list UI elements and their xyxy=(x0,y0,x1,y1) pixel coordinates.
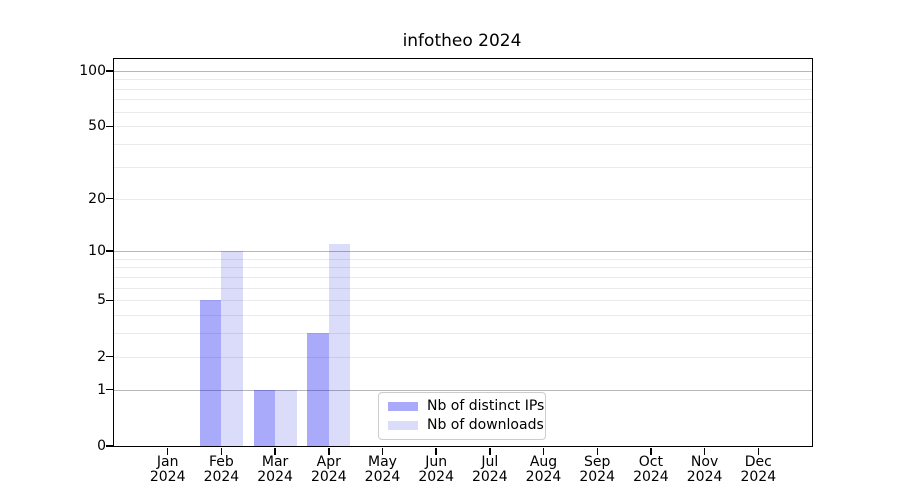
x-tick-label: Oct 2024 xyxy=(633,454,669,485)
grid-major-line xyxy=(114,251,812,253)
x-tick-label: Jul 2024 xyxy=(471,454,508,485)
grid-minor-line xyxy=(114,126,812,128)
grid-minor-line xyxy=(114,79,812,81)
x-tick-mark xyxy=(703,447,706,455)
x-tick-label: Nov 2024 xyxy=(686,454,723,485)
y-tick-mark xyxy=(105,197,113,200)
grid-major-line xyxy=(114,389,812,391)
y-tick-mark xyxy=(105,299,113,302)
x-tick-mark xyxy=(489,447,491,455)
x-tick-mark xyxy=(435,447,437,455)
bar-distinct-ips xyxy=(199,300,222,446)
x-tick-mark xyxy=(542,447,545,455)
grid-minor-line xyxy=(114,276,812,278)
grid-minor-line xyxy=(114,258,812,260)
bar-distinct-ips xyxy=(307,333,329,446)
y-tick-mark xyxy=(105,388,113,391)
x-tick-label: Sep 2024 xyxy=(579,454,615,485)
x-tick-mark xyxy=(274,447,276,455)
grid-minor-line xyxy=(114,144,812,146)
legend-item-downloads: Nb of downloads xyxy=(388,418,544,433)
y-tick-label: 2 xyxy=(97,348,106,365)
bar-downloads xyxy=(275,389,297,446)
y-tick-label: 10 xyxy=(88,243,106,260)
grid-major-line xyxy=(114,70,812,72)
x-tick-label: Mar 2024 xyxy=(257,454,293,485)
legend-label-downloads: Nb of downloads xyxy=(427,417,544,433)
legend-label-distinct-ips: Nb of distinct IPs xyxy=(427,398,545,414)
x-tick-mark xyxy=(596,447,598,455)
x-tick-label: May 2024 xyxy=(364,454,401,485)
grid-minor-line xyxy=(114,198,812,200)
bar-downloads xyxy=(221,251,243,446)
grid-minor-line xyxy=(114,356,812,358)
y-tick-label: 1 xyxy=(97,381,106,398)
x-tick-mark xyxy=(328,447,330,455)
x-tick-mark xyxy=(220,447,223,455)
y-tick-mark xyxy=(105,70,113,72)
x-tick-mark xyxy=(381,447,384,455)
grid-minor-line xyxy=(114,300,812,302)
y-tick-label: 5 xyxy=(97,292,106,309)
y-tick-mark xyxy=(105,125,113,128)
bar-downloads xyxy=(328,244,351,446)
chart-title: infotheo 2024 xyxy=(402,31,522,51)
grid-minor-line xyxy=(114,166,812,168)
x-tick-mark xyxy=(650,447,652,455)
y-tick-mark xyxy=(105,445,113,447)
x-tick-label: Dec 2024 xyxy=(740,454,777,485)
y-tick-label: 0 xyxy=(97,438,106,454)
x-tick-label: Aug 2024 xyxy=(525,454,562,485)
plot-area: Nb of distinct IPs Nb of downloads 100 50… xyxy=(79,58,813,484)
y-tick-mark xyxy=(105,355,113,358)
x-tick-label: Apr 2024 xyxy=(310,454,347,485)
legend-swatch-distinct-ips-icon xyxy=(388,401,418,412)
y-tick-label: 50 xyxy=(88,118,106,135)
x-tick-label: Jan 2024 xyxy=(149,454,186,485)
bar-distinct-ips xyxy=(253,389,276,446)
x-tick-label: Feb 2024 xyxy=(203,454,240,485)
grid-minor-line xyxy=(114,333,812,335)
y-tick-label: 20 xyxy=(88,190,106,207)
legend: Nb of distinct IPs Nb of downloads xyxy=(378,392,546,440)
grid-minor-line xyxy=(114,315,812,317)
x-tick-mark xyxy=(757,447,760,455)
x-tick-mark xyxy=(166,447,169,455)
grid-minor-line xyxy=(114,88,812,90)
y-tick-mark xyxy=(105,250,113,252)
grid-minor-line xyxy=(114,99,812,101)
grid-minor-line xyxy=(114,287,812,289)
x-tick-label: Jun 2024 xyxy=(418,454,454,485)
legend-item-distinct-ips: Nb of distinct IPs xyxy=(388,399,544,414)
legend-swatch-downloads-icon xyxy=(388,420,418,431)
grid-minor-line xyxy=(114,111,812,113)
grid-minor-line xyxy=(114,267,812,269)
y-tick-label: 100 xyxy=(79,62,106,79)
